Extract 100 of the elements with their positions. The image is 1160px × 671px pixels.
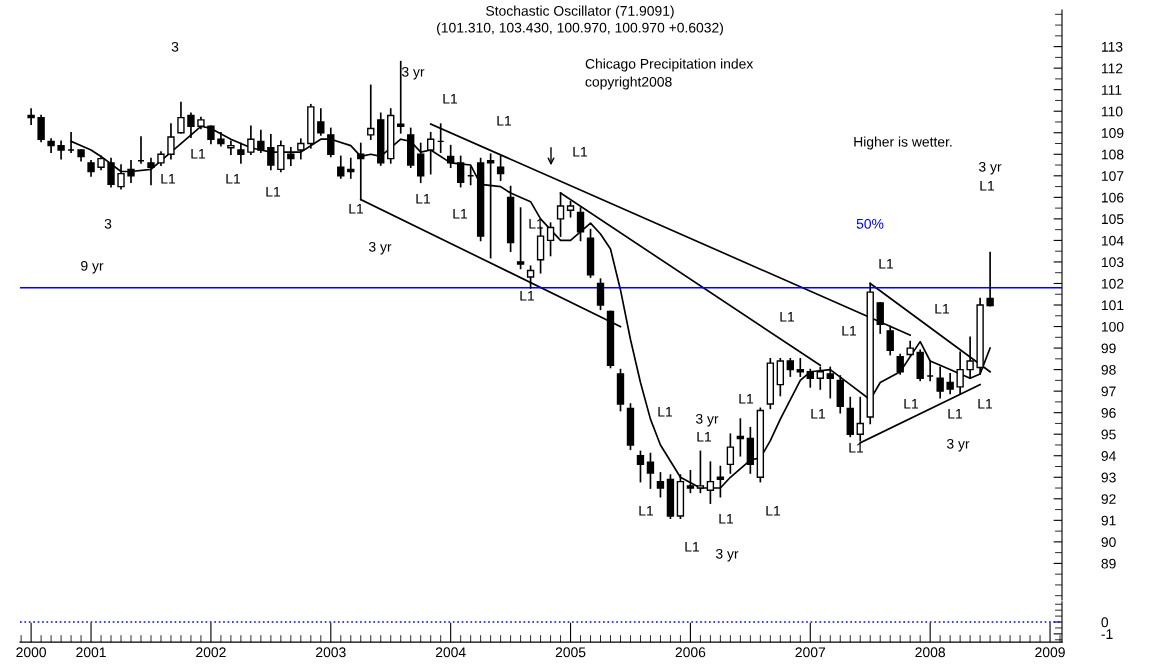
candlestick: [317, 108, 325, 136]
candlestick: [656, 472, 665, 498]
y-tick-label: 105: [1101, 214, 1124, 225]
candlestick: [516, 207, 525, 270]
y-tick-label: 96: [1101, 408, 1116, 418]
candlestick: [776, 358, 785, 397]
candlestick: [127, 159, 135, 184]
candlestick: [417, 142, 425, 184]
candlestick: [986, 251, 994, 307]
y-tick-label: 89: [1101, 558, 1116, 569]
candlestick: [267, 134, 275, 171]
annotation: 3 yr: [978, 161, 1002, 175]
y-tick-label: 106: [1101, 192, 1124, 203]
annotation: 3 yr: [695, 413, 719, 427]
x-tick-label: 2004: [435, 647, 466, 658]
annotation: L1: [416, 194, 431, 204]
x-tick-label: 2006: [675, 647, 706, 658]
annotation: L1: [766, 506, 781, 516]
candlestick: [946, 373, 954, 395]
annotation: L1: [443, 94, 458, 104]
annotation: L1: [573, 147, 588, 157]
y-tick-label: 98: [1101, 364, 1116, 375]
y-tick-label: 104: [1101, 235, 1124, 246]
x-tick-label: 2000: [16, 647, 47, 658]
candlestick: [726, 433, 735, 474]
y-tick-label: 113: [1101, 41, 1123, 52]
candlestick: [227, 140, 235, 156]
candlestick: [826, 366, 834, 399]
x-tick-label: 2003: [316, 647, 346, 658]
candlestick: [446, 144, 455, 169]
candlestick: [297, 138, 305, 160]
x-tick-label: 2001: [76, 647, 106, 658]
text: (101.310, 103.430, 100.970, 100.970 +0.6032): [437, 22, 723, 36]
candlestick: [646, 452, 655, 489]
annotation: L1: [948, 409, 963, 419]
candlestick: [257, 129, 265, 153]
candlestick: [896, 353, 904, 375]
annotation: L1: [658, 407, 673, 417]
annotation: L1: [191, 149, 206, 159]
y-tick-label: 91: [1101, 515, 1116, 526]
annotation: L1: [349, 204, 364, 214]
candlestick: [596, 278, 605, 311]
annotation: L1: [811, 409, 826, 419]
annotation: L1: [453, 209, 468, 219]
y-tick-label: 90: [1101, 537, 1116, 548]
annotation: L1: [266, 187, 281, 197]
annotation: L1: [639, 506, 654, 516]
annotation: Chicago Precipitation index: [585, 58, 754, 72]
y-tick-label: 97: [1101, 386, 1116, 397]
annotation: L1: [849, 443, 864, 453]
y-tick-label: 102: [1101, 278, 1124, 289]
annotation: L1: [226, 174, 241, 184]
candlestick: [177, 101, 185, 134]
annotation: L1: [685, 542, 700, 552]
candlestick: [237, 142, 245, 164]
y-tick-label: 107: [1101, 171, 1124, 181]
y-tick-label: 100: [1101, 321, 1124, 332]
candlestick: [107, 157, 115, 188]
annotation: L1: [161, 174, 176, 184]
y-tick-label: 0: [1101, 617, 1109, 628]
y-tick-label: 108: [1101, 149, 1124, 160]
annotation: 3 yr: [715, 548, 739, 562]
x-tick-label: 2005: [555, 647, 586, 658]
candlestick: [37, 114, 45, 143]
annotation: 3 yr: [946, 438, 970, 452]
y-tick-label: 109: [1101, 128, 1124, 138]
y-tick-label: 101: [1101, 300, 1124, 311]
y-tick-label: -1: [1101, 629, 1113, 639]
chart-title: Stochastic Oscillator (71.9091): [486, 5, 674, 19]
y-tick-label: 99: [1101, 343, 1116, 354]
y-tick-label: 112: [1101, 63, 1123, 74]
annotation: L1: [497, 116, 512, 126]
candlestick: [367, 84, 375, 141]
y-tick-label: 93: [1101, 472, 1116, 483]
candlestick: [456, 155, 465, 188]
y-tick-label: 94: [1101, 451, 1116, 461]
annotation: 3 yr: [401, 66, 425, 80]
candlestick: [486, 153, 495, 259]
annotation: L1: [520, 291, 535, 301]
candlestick: [546, 222, 555, 257]
annotation: copyright2008: [585, 76, 672, 90]
y-tick-label: 110: [1101, 106, 1123, 117]
annotation: L1: [529, 219, 544, 229]
candlestick: [576, 207, 585, 242]
candlestick: [337, 155, 345, 179]
annotation: L1: [719, 514, 734, 524]
annotation: 9 yr: [81, 260, 104, 274]
annotation: L1: [739, 394, 754, 404]
annotation: 3: [104, 218, 112, 229]
candlestick: [47, 138, 55, 153]
annotation: L1: [879, 259, 894, 269]
annotation: L1: [780, 312, 795, 322]
annotation: L1: [980, 181, 995, 191]
annotation: Higher is wetter.: [854, 136, 952, 150]
annotation: L1: [697, 432, 712, 442]
annotation: 3 yr: [368, 241, 392, 255]
candlestick: [147, 157, 155, 186]
annotation: 50%: [856, 218, 884, 229]
candlestick: [287, 146, 295, 166]
annotation: L1: [978, 399, 993, 409]
